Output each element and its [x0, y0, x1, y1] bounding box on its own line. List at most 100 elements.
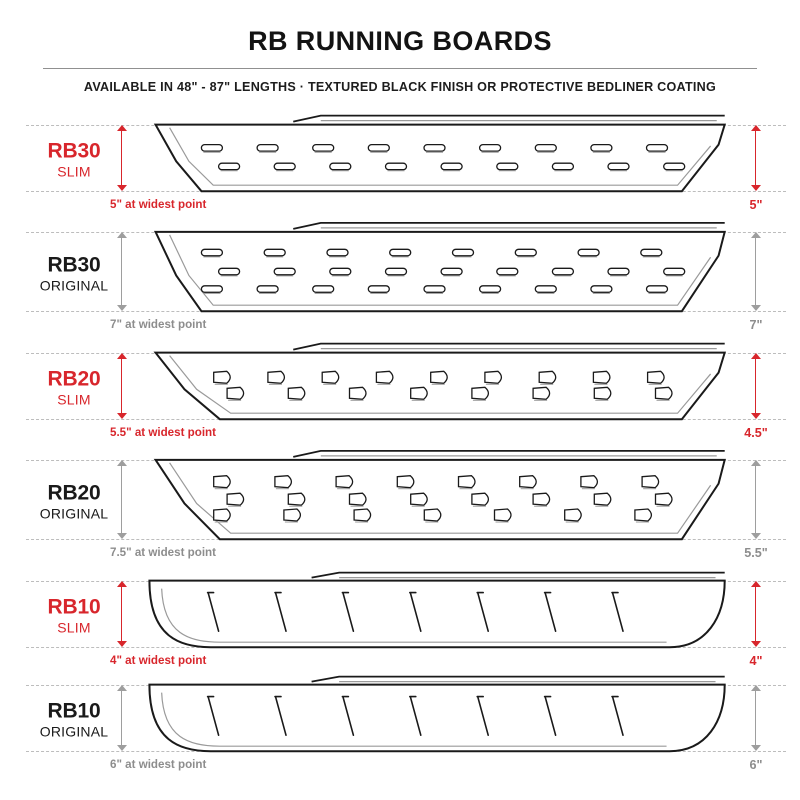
width-dimension-arrow	[116, 580, 127, 648]
page-title: RB RUNNING BOARDS	[248, 26, 552, 56]
arrow-shaft	[755, 356, 757, 416]
height-dimension-group: 4"	[736, 564, 776, 668]
arrow-shaft	[755, 584, 757, 644]
product-rows: RB30 SLIM 5" at widest point 5" RB30 ORI…	[0, 108, 800, 772]
arrow-shaft	[121, 688, 123, 748]
product-model-name: RB10	[47, 699, 101, 723]
widest-point-caption: 7" at widest point	[110, 318, 207, 332]
arrow-head-up-icon	[750, 352, 761, 359]
arrow-head-up-icon	[116, 580, 127, 587]
board-illustration	[153, 114, 727, 193]
height-dimension-group: 6"	[736, 668, 776, 772]
header-divider	[43, 68, 757, 69]
product-model-name: RB30	[47, 253, 101, 277]
board-illustration	[153, 449, 726, 541]
arrow-head-down-icon	[750, 185, 761, 192]
board-illustration	[153, 221, 726, 313]
height-dimension-group: 7"	[736, 212, 776, 336]
product-variant-name: SLIM	[57, 391, 91, 408]
height-value-label: 5.5"	[744, 546, 768, 561]
board-art-container	[128, 108, 740, 212]
widest-point-caption: 5" at widest point	[110, 198, 207, 212]
arrow-head-up-icon	[116, 684, 127, 691]
arrow-head-down-icon	[116, 641, 127, 648]
arrow-head-down-icon	[750, 305, 761, 312]
height-dimension-arrow	[750, 459, 761, 540]
product-row-rb20-slim: RB20 SLIM 5.5" at widest point 4.5"	[0, 336, 800, 440]
widest-point-caption: 7.5" at widest point	[110, 546, 216, 560]
width-dimension-arrow	[116, 124, 127, 192]
arrow-shaft	[755, 235, 757, 308]
height-value-label: 4.5"	[744, 426, 768, 441]
board-art-container	[128, 336, 740, 440]
width-dimension-arrow	[116, 459, 127, 540]
height-value-label: 4"	[749, 654, 763, 669]
board-art-container	[128, 212, 740, 336]
product-model-name: RB30	[47, 139, 101, 163]
arrow-shaft	[755, 128, 757, 188]
arrow-shaft	[121, 356, 123, 416]
height-dimension-arrow	[750, 684, 761, 752]
product-model-name: RB20	[47, 481, 101, 505]
arrow-head-up-icon	[116, 352, 127, 359]
height-dimension-arrow	[750, 124, 761, 192]
arrow-shaft	[121, 584, 123, 644]
widest-point-caption: 6" at widest point	[110, 758, 207, 772]
height-dimension-arrow	[750, 580, 761, 648]
product-variant-name: SLIM	[57, 163, 91, 180]
arrow-head-up-icon	[750, 459, 761, 466]
product-label-rb20-original: RB20 ORIGINAL	[34, 481, 114, 522]
arrow-head-up-icon	[116, 231, 127, 238]
product-label-rb10-original: RB10 ORIGINAL	[34, 699, 114, 740]
arrow-head-up-icon	[750, 580, 761, 587]
arrow-head-down-icon	[116, 305, 127, 312]
product-variant-name: ORIGINAL	[39, 723, 109, 740]
page-header: RB RUNNING BOARDS AVAILABLE IN 48" - 87"…	[0, 0, 800, 94]
product-row-rb10-original: RB10 ORIGINAL 6" at widest point 6"	[0, 668, 800, 772]
arrow-head-up-icon	[116, 459, 127, 466]
arrow-head-down-icon	[750, 533, 761, 540]
arrow-shaft	[121, 128, 123, 188]
height-dimension-group: 5"	[736, 108, 776, 212]
arrow-head-down-icon	[750, 745, 761, 752]
arrow-shaft	[121, 235, 123, 308]
board-art-container	[128, 668, 740, 772]
widest-point-caption: 5.5" at widest point	[110, 426, 216, 440]
widest-point-caption: 4" at widest point	[110, 654, 207, 668]
board-art-container	[128, 564, 740, 668]
arrow-head-down-icon	[750, 641, 761, 648]
width-dimension-arrow	[116, 352, 127, 420]
arrow-shaft	[755, 463, 757, 536]
board-art-container	[128, 440, 740, 564]
arrow-head-down-icon	[116, 413, 127, 420]
product-variant-name: ORIGINAL	[39, 505, 109, 522]
product-label-rb10-slim: RB10 SLIM	[34, 595, 114, 636]
height-value-label: 5"	[749, 198, 763, 213]
product-label-rb20-slim: RB20 SLIM	[34, 367, 114, 408]
product-model-name: RB20	[47, 367, 101, 391]
product-model-name: RB10	[47, 595, 101, 619]
width-dimension-arrow	[116, 684, 127, 752]
board-illustration	[148, 675, 726, 753]
board-illustration	[153, 342, 727, 421]
header-subtitle: AVAILABLE IN 48" - 87" LENGTHS · TEXTURE…	[83, 80, 717, 94]
product-row-rb30-slim: RB30 SLIM 5" at widest point 5"	[0, 108, 800, 212]
product-variant-name: SLIM	[57, 619, 91, 636]
arrow-head-up-icon	[750, 231, 761, 238]
width-dimension-arrow	[116, 231, 127, 312]
arrow-head-down-icon	[116, 533, 127, 540]
product-variant-name: ORIGINAL	[39, 277, 109, 294]
height-value-label: 6"	[749, 758, 763, 773]
product-row-rb10-slim: RB10 SLIM 4" at widest point 4"	[0, 564, 800, 668]
height-dimension-group: 4.5"	[736, 336, 776, 440]
arrow-head-up-icon	[750, 124, 761, 131]
height-value-label: 7"	[749, 318, 763, 333]
product-row-rb30-original: RB30 ORIGINAL 7" at widest point 7"	[0, 212, 800, 336]
product-label-rb30-slim: RB30 SLIM	[34, 139, 114, 180]
height-dimension-group: 5.5"	[736, 440, 776, 564]
arrow-shaft	[121, 463, 123, 536]
height-dimension-arrow	[750, 231, 761, 312]
board-illustration	[148, 571, 726, 649]
arrow-head-down-icon	[116, 185, 127, 192]
arrow-shaft	[755, 688, 757, 748]
